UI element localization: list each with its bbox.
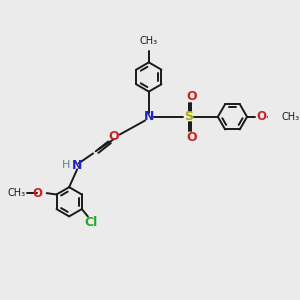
Text: CH₃: CH₃: [7, 188, 26, 198]
Text: O: O: [257, 110, 267, 123]
Text: O: O: [186, 90, 196, 103]
Text: CH₃: CH₃: [140, 36, 158, 46]
Text: S: S: [184, 110, 193, 123]
Text: O: O: [186, 131, 196, 144]
Text: CH₃: CH₃: [282, 112, 300, 122]
Text: N: N: [144, 110, 154, 123]
Text: N: N: [72, 159, 82, 172]
Text: Cl: Cl: [85, 216, 98, 229]
Text: O: O: [32, 187, 42, 200]
Text: O: O: [108, 130, 119, 143]
Text: H: H: [62, 160, 70, 170]
